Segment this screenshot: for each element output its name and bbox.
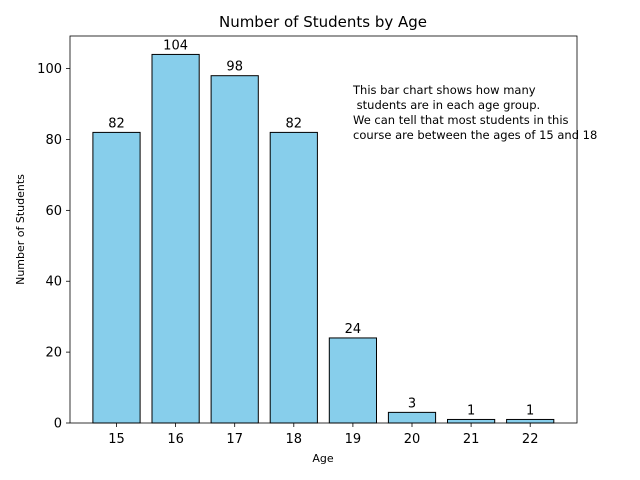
- data-label: 104: [163, 38, 188, 53]
- annotation-line: course are between the ages of 15 and 18: [353, 128, 597, 142]
- bar-age-15: [92, 131, 141, 424]
- chart-title: Number of Students by Age: [219, 13, 427, 31]
- x-tick-label: 21: [463, 432, 480, 447]
- data-label: 98: [226, 60, 243, 75]
- bar-age-21: [447, 418, 496, 424]
- data-label: 3: [408, 396, 416, 411]
- x-tick-label: 15: [108, 432, 125, 447]
- x-axis: 15 16 17 18 19 20 21 22: [108, 423, 538, 447]
- x-tick-label: 18: [286, 432, 303, 447]
- data-label: 82: [286, 116, 303, 131]
- annotation-line: students are in each age group.: [353, 98, 540, 112]
- bar-age-20: [387, 411, 437, 424]
- bar-age-16: [151, 53, 200, 424]
- annotation-line: This bar chart shows how many: [352, 83, 536, 97]
- x-tick-label: 22: [522, 432, 539, 447]
- annotation-line: We can tell that most students in this: [353, 113, 569, 127]
- y-axis: 0 20 40 60 80 100: [37, 62, 70, 432]
- data-label: 1: [526, 403, 534, 418]
- data-labels-group: 82 104 98 82 24 3 1 1: [108, 38, 534, 418]
- plot-frame: [69, 35, 578, 424]
- y-tick-label: 40: [45, 275, 62, 290]
- y-tick-label: 20: [45, 346, 62, 361]
- x-axis-label: Age: [312, 452, 334, 465]
- data-label: 1: [467, 403, 475, 418]
- bar-age-19: [328, 337, 377, 424]
- x-tick-label: 20: [404, 432, 421, 447]
- x-tick-label: 17: [226, 432, 243, 447]
- bar-age-18: [269, 131, 318, 424]
- x-tick-label: 16: [167, 432, 184, 447]
- y-tick-label: 80: [45, 133, 62, 148]
- y-tick-label: 0: [54, 417, 62, 432]
- bar-age-22: [506, 418, 555, 424]
- y-tick-label: 60: [45, 204, 62, 219]
- y-tick-label: 100: [37, 62, 62, 77]
- data-label: 82: [108, 116, 125, 131]
- data-label: 24: [345, 322, 362, 337]
- bars-group: [92, 53, 555, 424]
- annotation-text: This bar chart shows how many students a…: [352, 83, 597, 142]
- y-axis-label: Number of Students: [14, 174, 27, 285]
- x-tick-label: 19: [345, 432, 362, 447]
- bar-age-17: [210, 75, 259, 424]
